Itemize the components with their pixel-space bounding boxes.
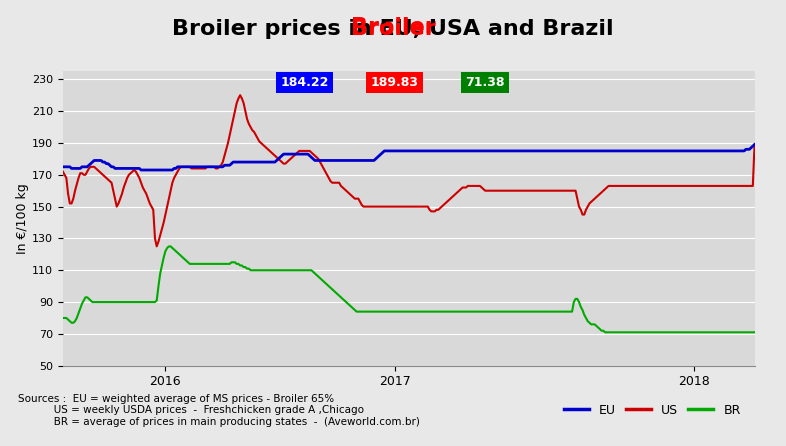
Text: Broiler: Broiler — [351, 17, 435, 37]
Y-axis label: In €/100 kg: In €/100 kg — [17, 183, 29, 254]
Text: Sources :  EU = weighted average of MS prices - Broiler 65%
           US = week: Sources : EU = weighted average of MS pr… — [17, 394, 420, 427]
Text: 71.38: 71.38 — [465, 76, 505, 89]
Legend: EU, US, BR: EU, US, BR — [559, 399, 746, 422]
Text: 189.83: 189.83 — [371, 76, 419, 89]
Text: Broiler: Broiler — [351, 19, 435, 39]
Text: 184.22: 184.22 — [281, 76, 329, 89]
Text: Broiler prices in EU, USA and Brazil: Broiler prices in EU, USA and Brazil — [172, 19, 614, 39]
